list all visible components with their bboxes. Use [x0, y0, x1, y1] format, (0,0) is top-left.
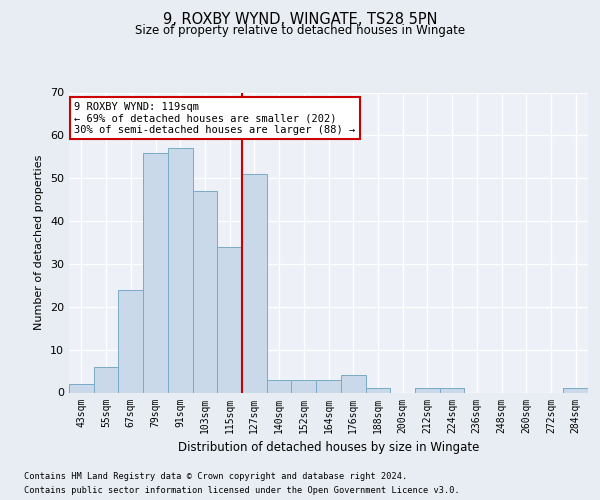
Text: 9, ROXBY WYND, WINGATE, TS28 5PN: 9, ROXBY WYND, WINGATE, TS28 5PN: [163, 12, 437, 28]
Bar: [341, 376, 365, 392]
Bar: [415, 388, 440, 392]
Y-axis label: Number of detached properties: Number of detached properties: [34, 155, 44, 330]
Bar: [118, 290, 143, 393]
Text: Contains HM Land Registry data © Crown copyright and database right 2024.: Contains HM Land Registry data © Crown c…: [24, 472, 407, 481]
Bar: [316, 380, 341, 392]
Bar: [365, 388, 390, 392]
Text: Contains public sector information licensed under the Open Government Licence v3: Contains public sector information licen…: [24, 486, 460, 495]
Bar: [69, 384, 94, 392]
Bar: [242, 174, 267, 392]
Bar: [94, 367, 118, 392]
Text: Size of property relative to detached houses in Wingate: Size of property relative to detached ho…: [135, 24, 465, 37]
Bar: [440, 388, 464, 392]
Bar: [563, 388, 588, 392]
Bar: [217, 247, 242, 392]
Bar: [267, 380, 292, 392]
Bar: [168, 148, 193, 392]
Bar: [193, 191, 217, 392]
Text: 9 ROXBY WYND: 119sqm
← 69% of detached houses are smaller (202)
30% of semi-deta: 9 ROXBY WYND: 119sqm ← 69% of detached h…: [74, 102, 355, 134]
Bar: [292, 380, 316, 392]
Bar: [143, 152, 168, 392]
X-axis label: Distribution of detached houses by size in Wingate: Distribution of detached houses by size …: [178, 441, 479, 454]
